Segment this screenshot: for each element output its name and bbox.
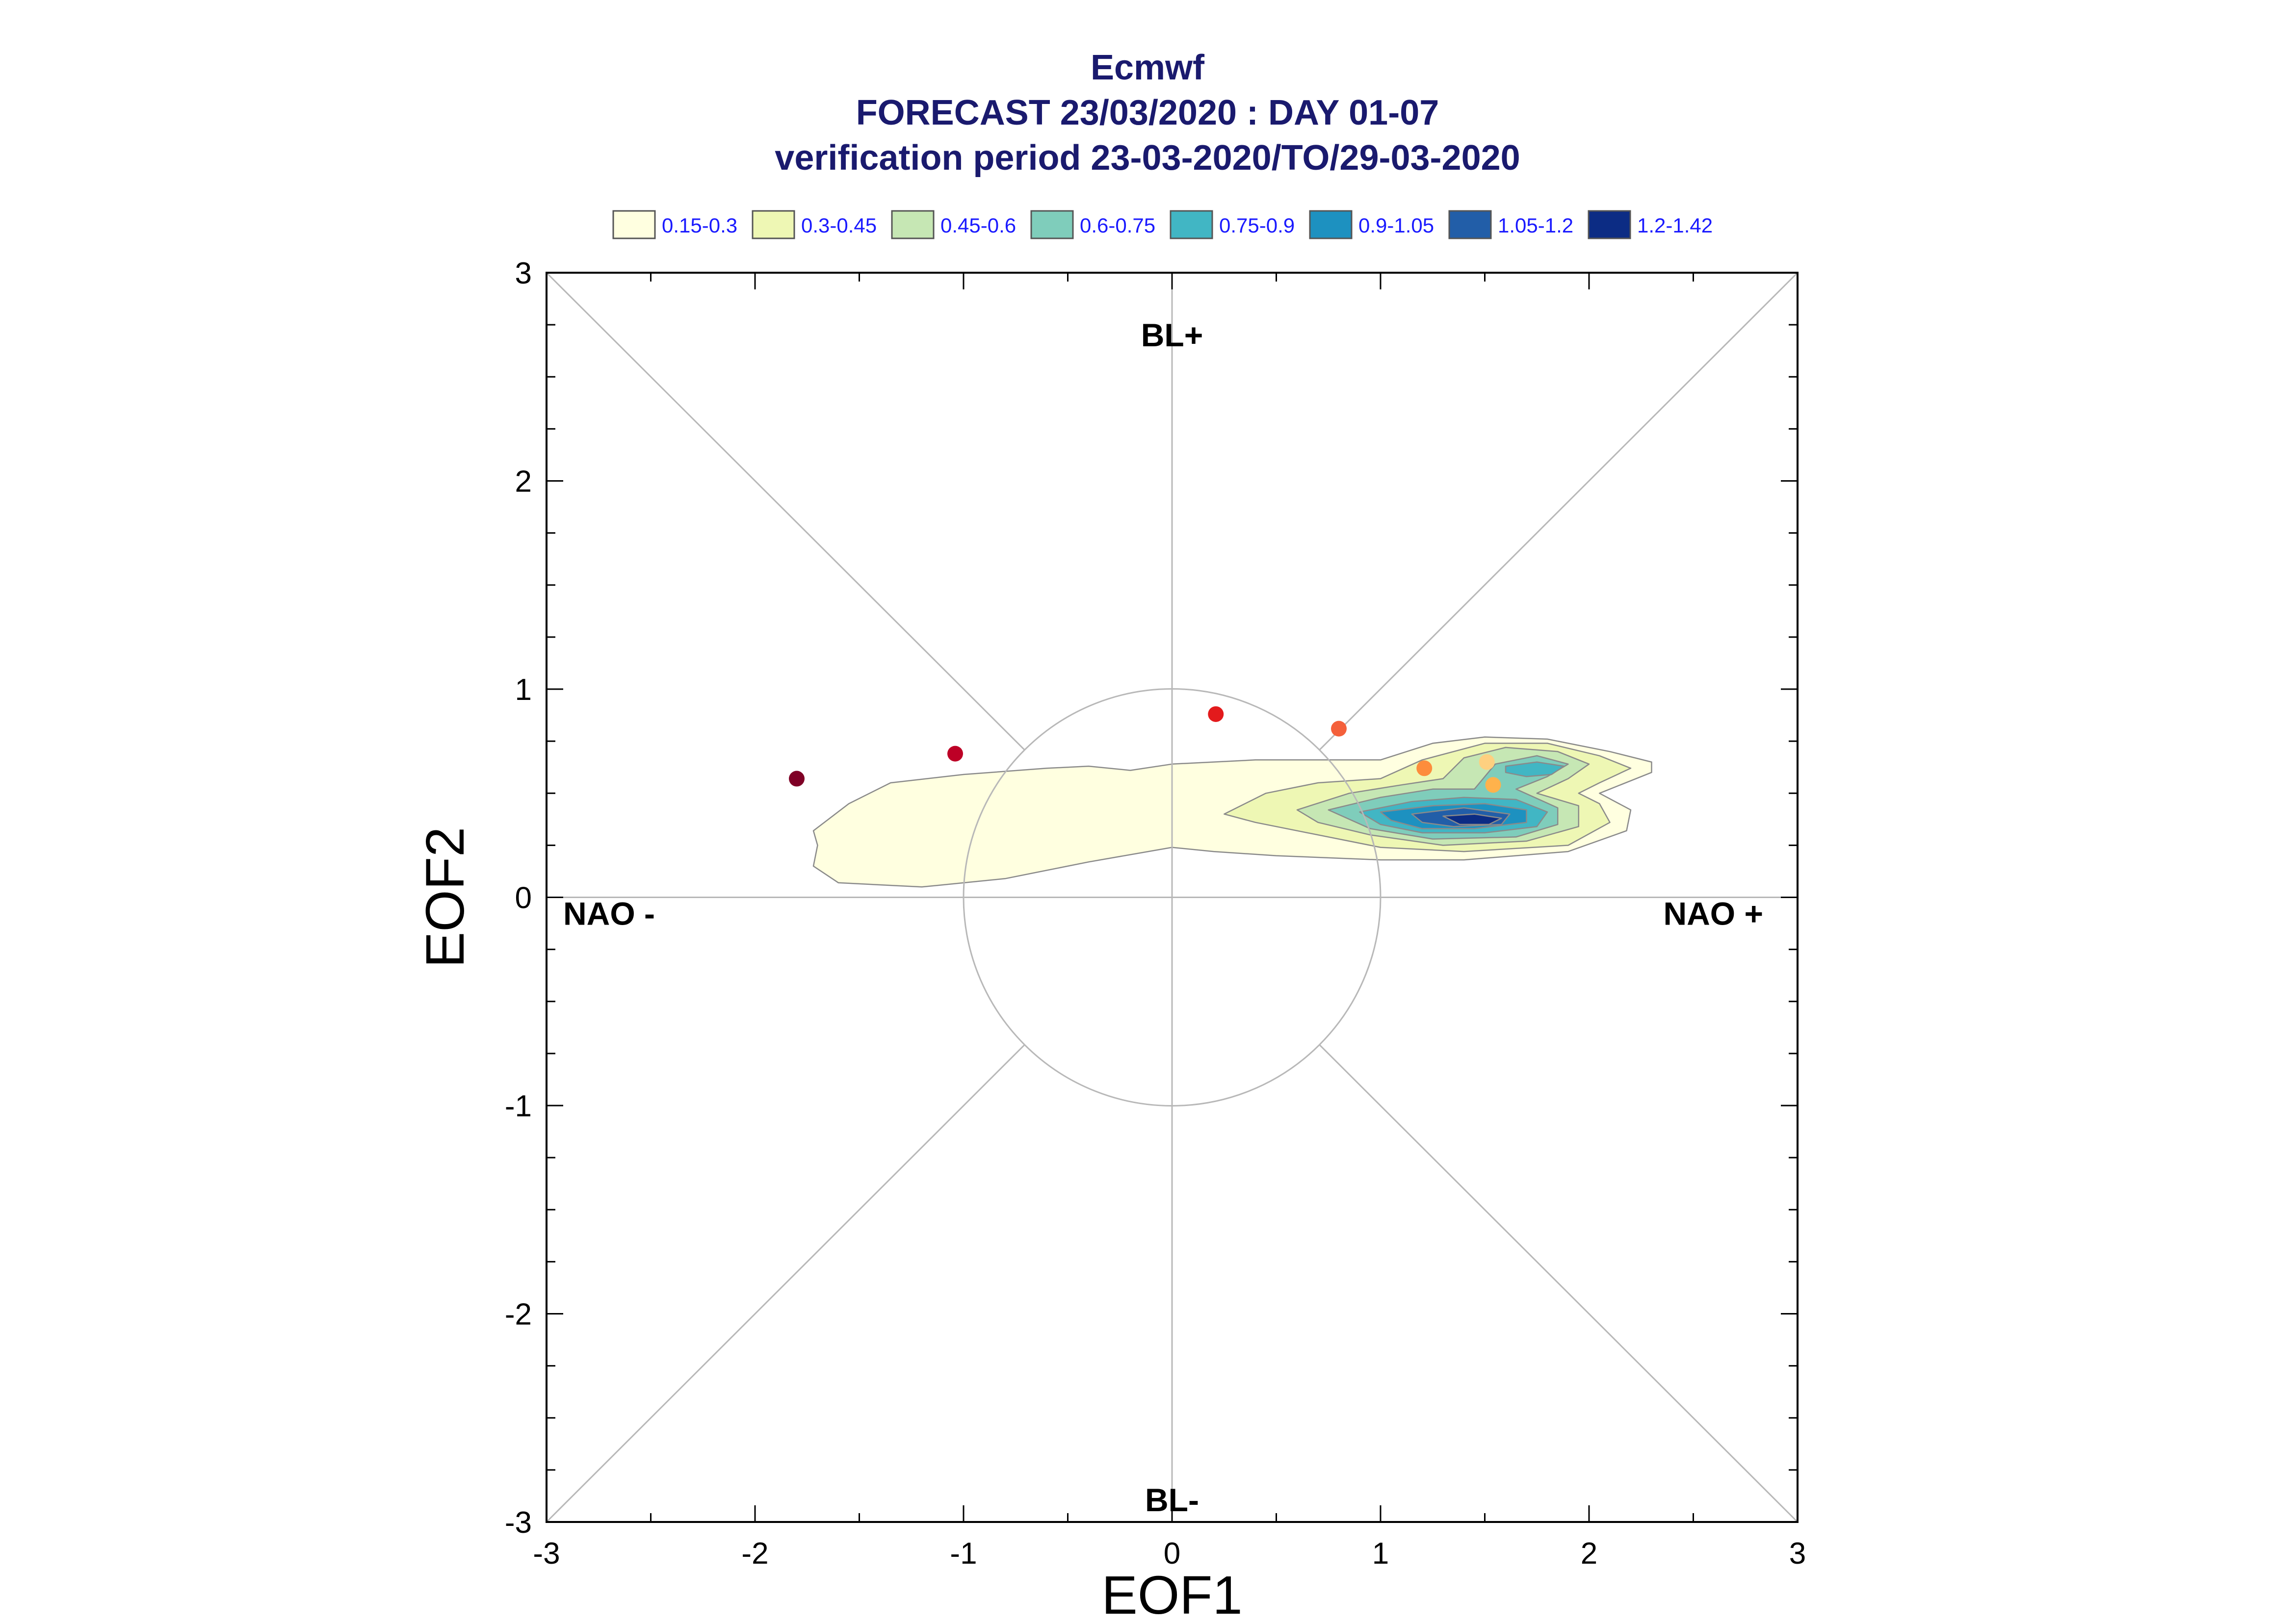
title-line-1: FORECAST 23/03/2020 : DAY 01-07 xyxy=(856,93,1439,132)
x-tick-label: 3 xyxy=(1789,1537,1806,1571)
y-tick-label: -1 xyxy=(505,1089,532,1123)
diagonal-line-ne xyxy=(1319,272,1799,751)
legend-swatch-7 xyxy=(1588,210,1631,239)
y-tick-label: -3 xyxy=(505,1506,532,1540)
data-point-0 xyxy=(789,771,805,787)
legend-label-6: 1.05-1.2 xyxy=(1498,214,1573,237)
data-points xyxy=(789,706,1501,793)
data-point-6 xyxy=(1485,777,1501,793)
y-axis-title: EOF2 xyxy=(415,827,475,968)
contour-5 xyxy=(1505,761,1565,777)
chart-title: Ecmwf FORECAST 23/03/2020 : DAY 01-07 veri… xyxy=(775,48,1520,178)
x-tick-label: 0 xyxy=(1164,1537,1180,1571)
legend-label-0: 0.15-0.3 xyxy=(662,214,737,237)
x-tick-label: 2 xyxy=(1581,1537,1597,1571)
legend-swatch-5 xyxy=(1309,210,1353,239)
x-tick-label: -3 xyxy=(533,1537,560,1571)
data-point-1 xyxy=(947,746,963,762)
data-point-5 xyxy=(1479,754,1495,770)
diagonal-line-sw xyxy=(546,1044,1025,1523)
axis-titles: EOF1 EOF2 xyxy=(415,827,1243,1624)
x-tick-label: 1 xyxy=(1372,1537,1389,1571)
title-line-0: Ecmwf xyxy=(1091,48,1205,87)
regime-label-nao-plus: NAO + xyxy=(1663,896,1763,932)
x-tick-label: -2 xyxy=(741,1537,768,1571)
legend-swatch-6 xyxy=(1448,210,1492,239)
y-tick-label: 1 xyxy=(515,673,532,707)
y-tick-label: 2 xyxy=(515,465,532,499)
data-point-4 xyxy=(1416,760,1433,776)
legend-label-2: 0.45-0.6 xyxy=(940,214,1016,237)
legend-label-4: 0.75-0.9 xyxy=(1219,214,1295,237)
regime-labels: BL+ BL- NAO - NAO + xyxy=(563,317,1763,1518)
y-tick-label: 3 xyxy=(515,257,532,290)
x-tick-label: -1 xyxy=(950,1537,977,1571)
legend-label-7: 1.2-1.42 xyxy=(1637,214,1713,237)
contour-8 xyxy=(1442,813,1502,825)
title-line-2: verification period 23-03-2020/TO/29-03-… xyxy=(775,138,1520,178)
legend-label-5: 0.9-1.05 xyxy=(1358,214,1434,237)
guide-lines xyxy=(546,272,1799,1523)
regime-label-bl-plus: BL+ xyxy=(1141,317,1203,353)
legend-label-1: 0.3-0.45 xyxy=(801,214,877,237)
x-axis-title: EOF1 xyxy=(1101,1565,1242,1624)
diagonal-line-se xyxy=(1319,1044,1799,1523)
legend-swatch-2 xyxy=(891,210,935,239)
density-contours xyxy=(812,736,1652,888)
y-tick-label: -2 xyxy=(505,1298,532,1332)
legend-swatch-4 xyxy=(1170,210,1213,239)
regime-label-bl-minus: BL- xyxy=(1145,1482,1199,1518)
legend-swatch-0 xyxy=(612,210,656,239)
legend: 0.15-0.3 0.3-0.45 0.45-0.6 0.6-0.75 0.75-0.9… xyxy=(612,210,1713,239)
axis-ticks: -3 -2 -1 0 1 2 3 -3 -2 -1 0 1 2 3 xyxy=(505,257,1806,1571)
legend-swatch-1 xyxy=(752,210,795,239)
diagonal-line-nw xyxy=(546,272,1025,751)
data-point-2 xyxy=(1208,706,1224,722)
data-point-3 xyxy=(1331,721,1347,737)
y-tick-label: 0 xyxy=(515,881,532,915)
legend-swatch-3 xyxy=(1030,210,1074,239)
regime-label-nao-minus: NAO - xyxy=(563,896,655,932)
legend-label-3: 0.6-0.75 xyxy=(1080,214,1155,237)
